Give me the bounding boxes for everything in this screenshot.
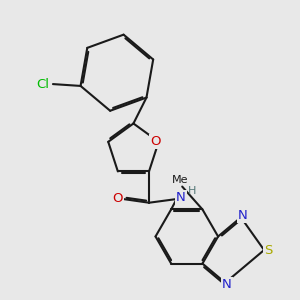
- Text: Me: Me: [172, 175, 189, 185]
- Text: O: O: [112, 192, 123, 205]
- Text: N: N: [238, 209, 247, 222]
- Text: N: N: [176, 191, 186, 204]
- Text: S: S: [264, 244, 273, 256]
- Text: Cl: Cl: [36, 78, 49, 91]
- Text: O: O: [150, 135, 161, 148]
- Text: H: H: [188, 186, 196, 196]
- Text: N: N: [222, 278, 232, 291]
